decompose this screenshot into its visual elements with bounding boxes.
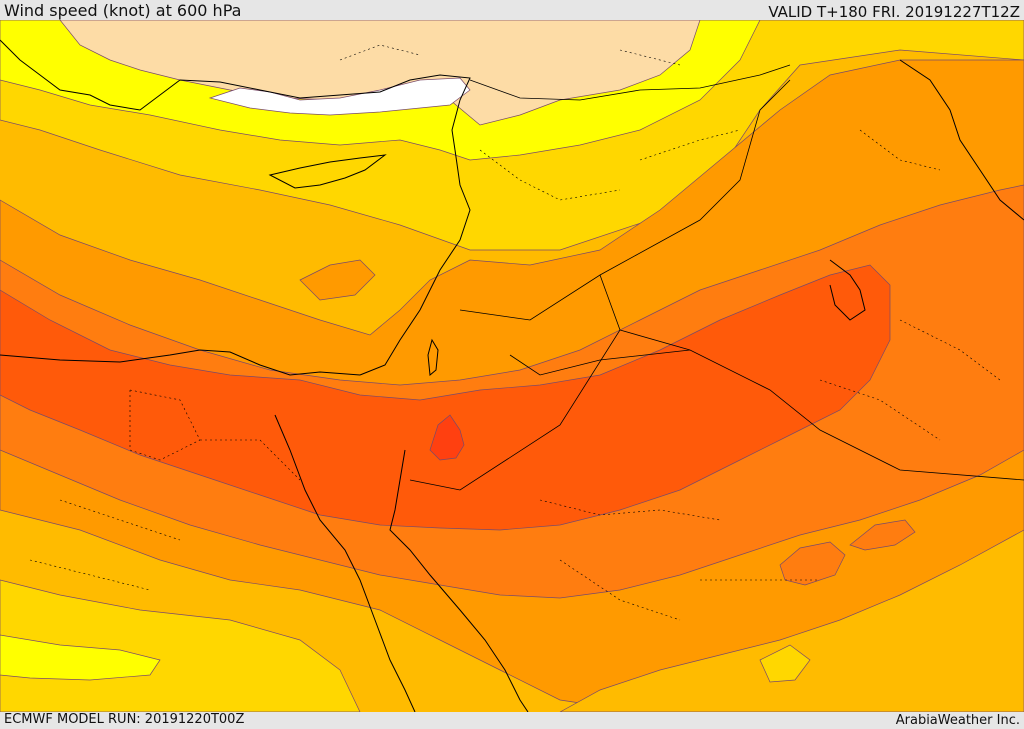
patch-darkorange-east2 [849,519,916,551]
coastline-gulf-north [899,59,1024,221]
coastline-redsea-east [389,449,529,712]
valid-time: VALID T+180 FRI. 20191227T12Z [768,3,1020,21]
coastline-turkey [0,39,471,151]
coastline-egypt [0,349,361,376]
coastline-cyprus [268,154,387,189]
header-bar: Wind speed (knot) at 600 hPa VALID T+180… [0,0,1024,21]
patch-orange-north [299,259,376,301]
coastline-levant [359,149,471,376]
band-red-orange [0,264,891,531]
patch-gold-east [759,644,811,683]
dotted-borders-saudi [539,319,1001,621]
patch-darkorange-east [779,541,846,586]
credit-label: ArabiaWeather Inc. [895,713,1020,728]
model-run: ECMWF MODEL RUN: 20191220T00Z [4,712,245,727]
dead-sea [427,338,439,376]
weather-map [0,20,1024,712]
border-syria-turkey [469,64,791,101]
border-iraq [599,79,1024,481]
band-peak [429,414,465,461]
border-egypt-sudan [509,349,691,376]
footer-bar: ECMWF MODEL RUN: 20191220T00Z ArabiaWeat… [0,712,1024,729]
dotted-borders-egypt [29,389,301,591]
band-yellow-southwest [0,634,161,681]
band-white-patch [208,77,471,116]
wind-speed-map-svg [0,20,1024,712]
coastline-redsea-west [274,414,416,712]
coastline-persian-gulf [829,259,866,321]
map-title: Wind speed (knot) at 600 hPa [4,1,242,20]
band-amber-south [559,529,1024,712]
